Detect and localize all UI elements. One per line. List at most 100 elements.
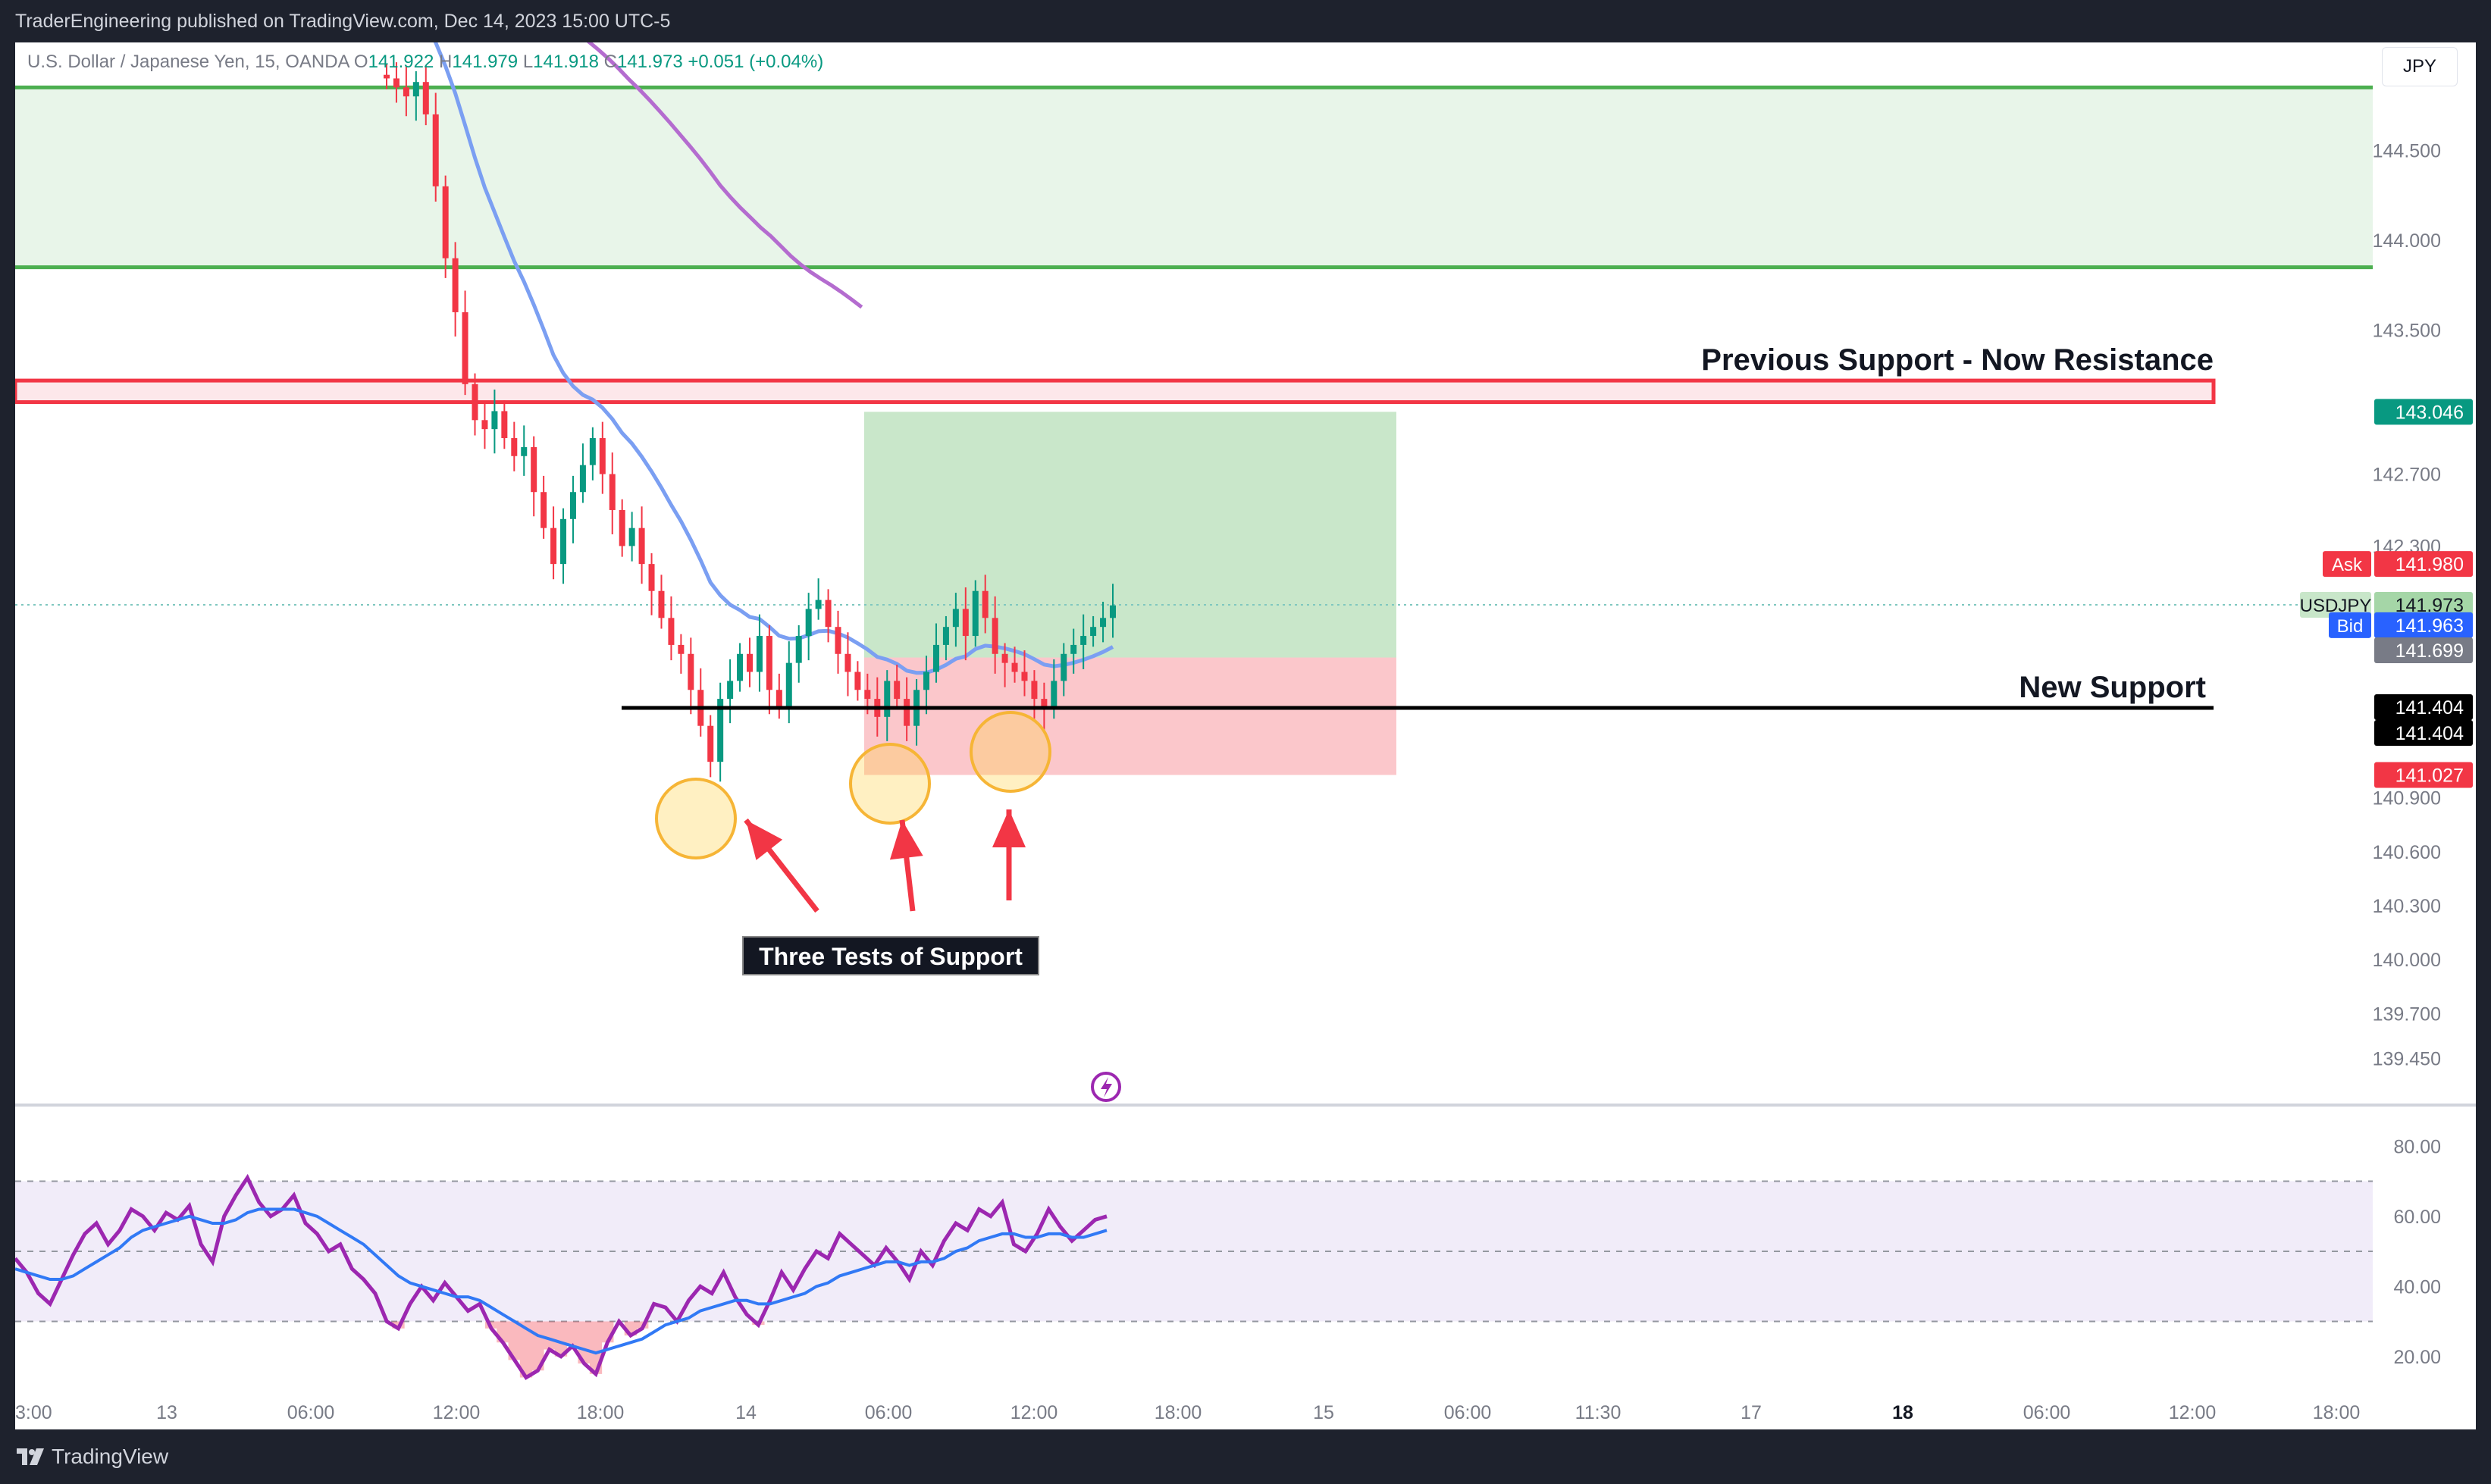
candle-body: [638, 528, 645, 565]
price-tick-label: 144.500: [2373, 140, 2441, 161]
legend-h-label: H: [439, 52, 453, 72]
rsi-line[interactable]: [15, 1173, 1108, 1380]
candle-body: [756, 636, 763, 672]
candle-body: [1001, 653, 1008, 663]
time-tick-label: 06:00: [1444, 1402, 1492, 1423]
time-tick-label: 12:00: [433, 1402, 481, 1423]
candle-body: [982, 590, 989, 618]
position-stop-zone[interactable]: [864, 657, 1396, 775]
price-tick-label: 140.000: [2373, 950, 2441, 971]
candle-body: [785, 662, 792, 708]
candle-body: [403, 87, 409, 97]
candle-body: [1031, 681, 1038, 700]
candle-body: [835, 627, 841, 654]
target-price-label: 143.046: [2395, 402, 2464, 423]
candle-body: [628, 528, 635, 546]
footer-bar: TradingView: [0, 1429, 2491, 1484]
time-tick-label: 06:00: [287, 1402, 335, 1423]
candle-body: [609, 474, 616, 510]
candle-body: [668, 618, 675, 645]
position-target-zone[interactable]: [864, 412, 1396, 658]
currency-label: JPY: [2402, 56, 2436, 77]
rsi-tick-label: 20.00: [2393, 1347, 2441, 1368]
flash-icon[interactable]: [1091, 1072, 1121, 1102]
time-tick-label: 14: [735, 1402, 757, 1423]
tradingview-brand: TradingView: [52, 1445, 169, 1468]
candle-body: [1041, 699, 1048, 708]
legend-c-label: C: [603, 52, 617, 72]
price-tick-label: 144.000: [2373, 230, 2441, 252]
ema-fast-line[interactable]: [387, 42, 1114, 675]
time-tick-label: 12:00: [1010, 1402, 1058, 1423]
test-arrow-2-head: [889, 820, 923, 860]
candle-body: [688, 653, 694, 690]
publisher-text: TraderEngineering published on TradingVi…: [15, 10, 671, 32]
ema-slow-line[interactable]: [387, 42, 863, 309]
price-tick-label: 140.600: [2373, 842, 2441, 863]
stop-price-label-bg: [2374, 762, 2473, 788]
candle-body: [1100, 618, 1107, 628]
candle-body: [491, 411, 498, 430]
candle-body: [531, 446, 537, 493]
support-test-circle[interactable]: [849, 743, 931, 825]
legend-o-label: O: [353, 52, 368, 72]
chart-canvas[interactable]: Previous Support - Now Resistance New Sup…: [15, 42, 2476, 1429]
candle-body: [894, 681, 901, 700]
bid-tag-bg: [2329, 612, 2371, 638]
candle-body: [707, 725, 714, 762]
candle-body: [1080, 636, 1087, 645]
chart-area[interactable]: Previous Support - Now Resistance New Sup…: [15, 42, 2476, 1429]
candle-body: [932, 644, 939, 672]
price-tick-label: 140.900: [2373, 788, 2441, 809]
target-price-label-bg: [2374, 399, 2473, 425]
candle-body: [1011, 662, 1018, 672]
legend-c-value: 141.973: [616, 52, 683, 72]
legend-l-label: L: [522, 52, 534, 72]
prev-close-label-bg: [2374, 637, 2473, 664]
candle-body: [992, 618, 998, 654]
price-tick-label: 139.450: [2373, 1049, 2441, 1070]
candle-body: [776, 690, 782, 708]
candle-body: [452, 258, 459, 312]
resistance-label: Previous Support - Now Resistance: [1701, 343, 2214, 377]
ask-tag: Ask: [2332, 555, 2363, 575]
support-test-circle[interactable]: [970, 711, 1051, 793]
currency-button[interactable]: JPY: [2382, 47, 2458, 86]
candle-body: [815, 600, 822, 609]
time-tick-label: 06:00: [2023, 1402, 2071, 1423]
candle-body: [384, 74, 390, 79]
candle-body: [1090, 627, 1097, 637]
legend-h-value: 141.979: [452, 52, 519, 72]
candle-body: [560, 518, 567, 565]
candle-body: [1110, 605, 1116, 618]
time-tick-label: 12:00: [2169, 1402, 2217, 1423]
rsi-tick-label: 60.00: [2393, 1207, 2441, 1228]
candle-body: [962, 609, 969, 637]
stop-price-label: 141.027: [2395, 765, 2464, 786]
candle-body: [864, 690, 871, 700]
resistance-zone[interactable]: [15, 378, 2216, 405]
candle-body: [854, 672, 861, 690]
candle-body: [884, 681, 891, 717]
time-tick-label: 15: [1313, 1402, 1334, 1423]
rsi-ma-line[interactable]: [15, 1207, 1108, 1355]
candle-body: [589, 438, 596, 465]
support-test-circle[interactable]: [655, 778, 737, 859]
candle-body: [412, 82, 419, 97]
rsi-oversold-fill: [392, 1321, 765, 1378]
candle-body: [481, 420, 488, 430]
tradingview-logo[interactable]: TradingView: [17, 1445, 168, 1469]
price-tick-label: 143.500: [2373, 321, 2441, 342]
candle-body: [942, 627, 949, 645]
tests-label-box[interactable]: [742, 936, 1039, 975]
bid-price-label: 141.963: [2395, 615, 2464, 637]
candle-body: [569, 492, 576, 519]
ask-tag-bg: [2323, 551, 2371, 578]
time-tick-label: 11:30: [1575, 1402, 1622, 1423]
tradingview-logo-icon: [17, 1448, 44, 1465]
candle-body: [619, 509, 625, 546]
legend-symbol: U.S. Dollar / Japanese Yen, 15, OANDA: [27, 52, 349, 72]
candle-body: [795, 636, 802, 663]
candle-body: [1070, 644, 1077, 654]
price-tick-label: 142.700: [2373, 464, 2441, 485]
